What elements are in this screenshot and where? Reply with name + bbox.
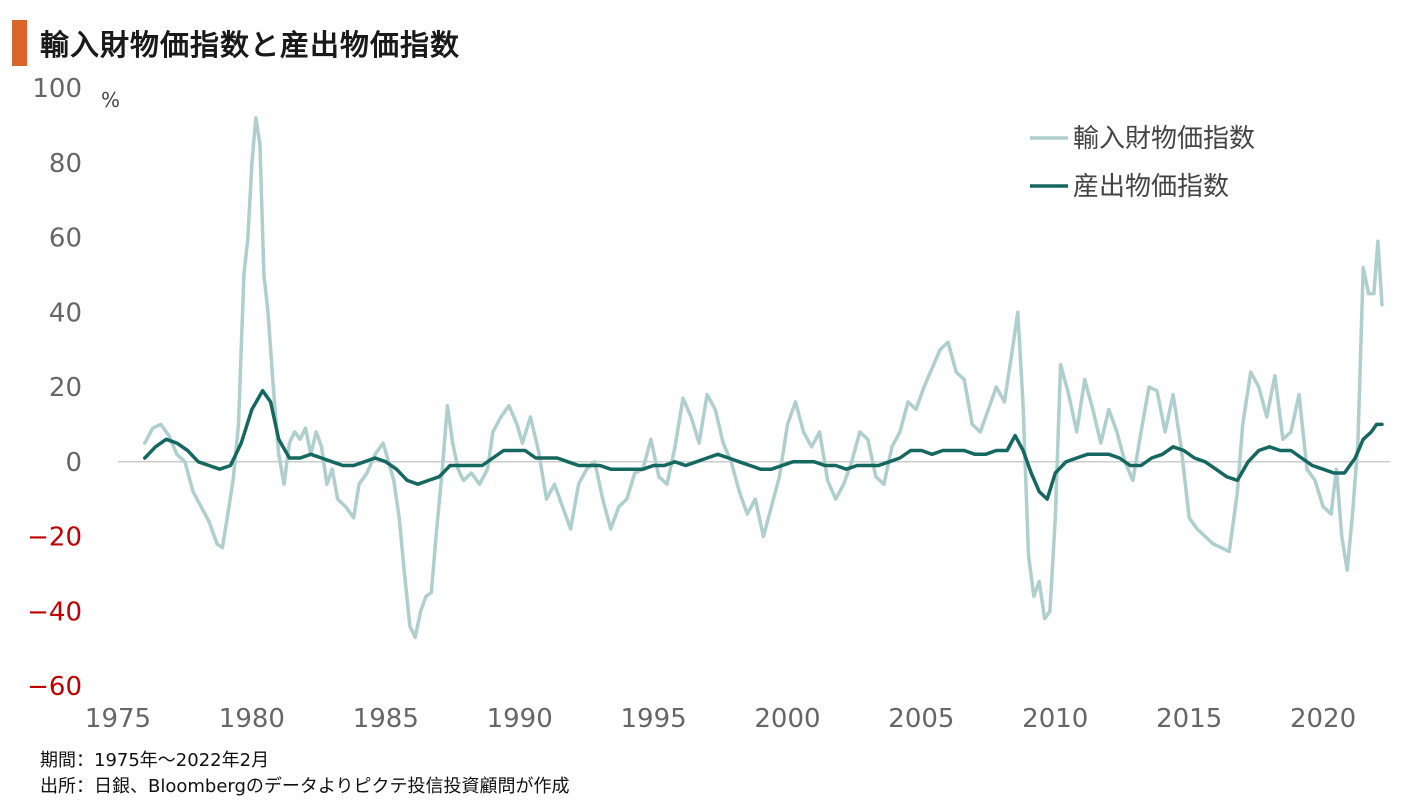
x-tick-label: 2010 bbox=[1022, 704, 1088, 734]
x-tick-label: 1985 bbox=[353, 704, 419, 734]
legend-label: 輸入財物価指数 bbox=[1073, 124, 1255, 154]
x-tick-label: 2000 bbox=[754, 704, 820, 734]
legend-label: 産出物価指数 bbox=[1073, 172, 1229, 202]
footnote-period: 期間：1975年～2022年2月 bbox=[40, 750, 270, 771]
y-tick-label: 80 bbox=[49, 149, 82, 179]
x-tick-label: 1995 bbox=[620, 704, 686, 734]
y-tick-label: 0 bbox=[65, 448, 82, 478]
x-tick-label: 1990 bbox=[487, 704, 553, 734]
x-tick-label: 2020 bbox=[1290, 704, 1356, 734]
y-tick-label: −60 bbox=[27, 672, 82, 702]
x-tick-label: 2015 bbox=[1156, 704, 1222, 734]
y-tick-label: −40 bbox=[27, 597, 82, 627]
y-tick-label: −20 bbox=[27, 523, 82, 553]
x-tick-label: 1975 bbox=[85, 704, 151, 734]
chart-title: 輸入財物価指数と産出物価指数 bbox=[40, 28, 461, 62]
title-accent-bar bbox=[12, 20, 27, 66]
x-tick-label: 1980 bbox=[219, 704, 285, 734]
y-tick-label: 60 bbox=[49, 224, 82, 254]
x-tick-label: 2005 bbox=[888, 704, 954, 734]
y-tick-label: 40 bbox=[49, 298, 82, 328]
output-price-series-line bbox=[143, 388, 1384, 501]
footnote-source: 出所：日銀、Bloombergのデータよりピクテ投信投資顧問が作成 bbox=[40, 776, 570, 797]
import-price-series-line bbox=[143, 116, 1384, 640]
y-tick-label: 100 bbox=[32, 74, 82, 104]
y-tick-label: 20 bbox=[49, 373, 82, 403]
y-axis-unit: % bbox=[101, 88, 121, 112]
